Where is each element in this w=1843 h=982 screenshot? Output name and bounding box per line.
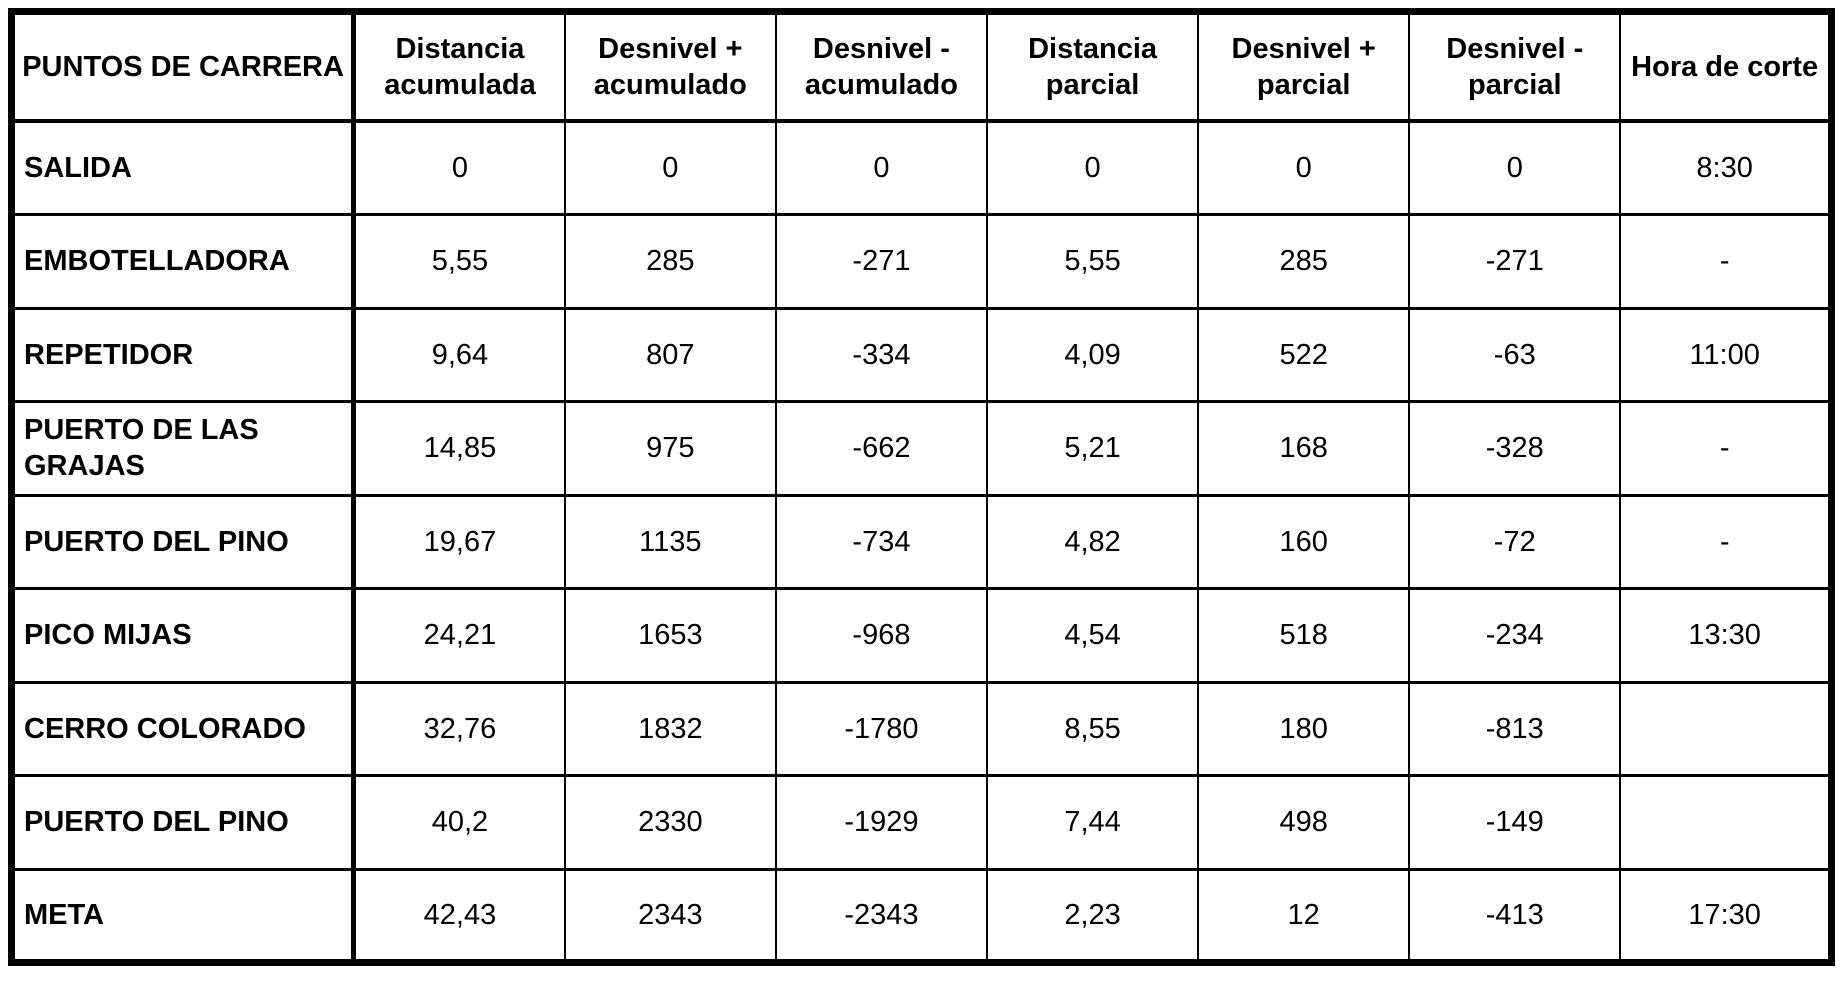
cell-desnivel-neg-parcial: -271 — [1408, 213, 1622, 310]
cell-desnivel-pos-parcial: 522 — [1197, 306, 1411, 403]
cell-distancia-acumulada: 9,64 — [352, 306, 566, 403]
cell-desnivel-neg-parcial: -413 — [1408, 867, 1622, 964]
cell-desnivel-pos-parcial: 285 — [1197, 213, 1411, 310]
cell-desnivel-neg-parcial: 0 — [1408, 119, 1622, 216]
cell-hora-de-corte: 17:30 — [1619, 867, 1833, 964]
row-label: CERRO COLORADO — [10, 680, 357, 777]
table-row-puerto-del-pino-2: PUERTO DEL PINO 40,2 2330 -1929 7,44 498… — [10, 774, 1833, 871]
cell-desnivel-pos-acumulado: 0 — [563, 119, 777, 216]
cell-desnivel-pos-parcial: 518 — [1197, 587, 1411, 684]
cell-distancia-parcial: 5,21 — [985, 400, 1200, 497]
cell-distancia-parcial: 0 — [985, 119, 1200, 216]
cell-hora-de-corte: 8:30 — [1619, 119, 1833, 216]
cell-distancia-parcial: 8,55 — [985, 680, 1200, 777]
column-header-distancia-acumulada: Distancia acumulada — [352, 10, 566, 123]
cell-distancia-parcial: 2,23 — [985, 867, 1200, 964]
cell-distancia-acumulada: 42,43 — [352, 867, 566, 964]
column-header-desnivel-pos-acumulado: Desnivel + acumulado — [563, 10, 777, 123]
cell-desnivel-neg-parcial: -72 — [1408, 493, 1622, 590]
cell-desnivel-pos-acumulado: 1653 — [563, 587, 777, 684]
cell-desnivel-pos-acumulado: 1832 — [563, 680, 777, 777]
cell-distancia-acumulada: 24,21 — [352, 587, 566, 684]
cell-desnivel-neg-acumulado: -968 — [774, 587, 988, 684]
table-row-cerro-colorado: CERRO COLORADO 32,76 1832 -1780 8,55 180… — [10, 680, 1833, 777]
cell-desnivel-pos-parcial: 160 — [1197, 493, 1411, 590]
cell-desnivel-pos-acumulado: 2330 — [563, 774, 777, 871]
cell-desnivel-neg-parcial: -63 — [1408, 306, 1622, 403]
cell-hora-de-corte: 11:00 — [1619, 306, 1833, 403]
cell-distancia-parcial: 7,44 — [985, 774, 1200, 871]
cell-desnivel-pos-parcial: 498 — [1197, 774, 1411, 871]
table-row-meta: META 42,43 2343 -2343 2,23 12 -413 17:30 — [10, 867, 1833, 964]
cell-distancia-parcial: 4,09 — [985, 306, 1200, 403]
cell-desnivel-neg-parcial: -234 — [1408, 587, 1622, 684]
cell-desnivel-pos-acumulado: 1135 — [563, 493, 777, 590]
column-header-desnivel-pos-parcial: Desnivel + parcial — [1197, 10, 1411, 123]
table-row-embotelladora: EMBOTELLADORA 5,55 285 -271 5,55 285 -27… — [10, 213, 1833, 310]
row-label: REPETIDOR — [10, 306, 357, 403]
cell-hora-de-corte: - — [1619, 493, 1833, 590]
row-label: PUERTO DE LAS GRAJAS — [10, 400, 357, 497]
cell-desnivel-pos-acumulado: 2343 — [563, 867, 777, 964]
cell-distancia-acumulada: 19,67 — [352, 493, 566, 590]
table-row-salida: SALIDA 0 0 0 0 0 0 8:30 — [10, 119, 1833, 216]
column-header-distancia-parcial: Distancia parcial — [985, 10, 1200, 123]
column-header-desnivel-neg-acumulado: Desnivel - acumulado — [774, 10, 988, 123]
row-label: PUERTO DEL PINO — [10, 493, 357, 590]
cell-desnivel-pos-acumulado: 975 — [563, 400, 777, 497]
row-label: EMBOTELLADORA — [10, 213, 357, 310]
cell-desnivel-neg-acumulado: -2343 — [774, 867, 988, 964]
cell-distancia-parcial: 4,54 — [985, 587, 1200, 684]
race-checkpoints-table: PUNTOS DE CARRERA Distancia acumulada De… — [8, 8, 1835, 966]
cell-desnivel-pos-parcial: 180 — [1197, 680, 1411, 777]
row-label: PUERTO DEL PINO — [10, 774, 357, 871]
header-row: PUNTOS DE CARRERA Distancia acumulada De… — [10, 10, 1833, 123]
cell-desnivel-pos-acumulado: 807 — [563, 306, 777, 403]
cell-hora-de-corte: - — [1619, 213, 1833, 310]
cell-hora-de-corte: - — [1619, 400, 1833, 497]
cell-desnivel-neg-acumulado: -662 — [774, 400, 988, 497]
row-label: PICO MIJAS — [10, 587, 357, 684]
row-label: SALIDA — [10, 119, 357, 216]
column-header-hora-de-corte: Hora de corte — [1619, 10, 1833, 123]
cell-hora-de-corte — [1619, 680, 1833, 777]
table-row-puerto-del-pino-1: PUERTO DEL PINO 19,67 1135 -734 4,82 160… — [10, 493, 1833, 590]
cell-desnivel-neg-acumulado: -334 — [774, 306, 988, 403]
cell-desnivel-neg-acumulado: -1929 — [774, 774, 988, 871]
cell-desnivel-pos-acumulado: 285 — [563, 213, 777, 310]
cell-distancia-parcial: 4,82 — [985, 493, 1200, 590]
cell-desnivel-pos-parcial: 0 — [1197, 119, 1411, 216]
cell-desnivel-pos-parcial: 168 — [1197, 400, 1411, 497]
cell-distancia-acumulada: 40,2 — [352, 774, 566, 871]
column-header-desnivel-neg-parcial: Desnivel - parcial — [1408, 10, 1622, 123]
row-label: META — [10, 867, 357, 964]
cell-distancia-parcial: 5,55 — [985, 213, 1200, 310]
cell-distancia-acumulada: 0 — [352, 119, 566, 216]
cell-distancia-acumulada: 5,55 — [352, 213, 566, 310]
table-row-repetidor: REPETIDOR 9,64 807 -334 4,09 522 -63 11:… — [10, 306, 1833, 403]
column-header-puntos-de-carrera: PUNTOS DE CARRERA — [10, 10, 357, 123]
cell-desnivel-neg-parcial: -149 — [1408, 774, 1622, 871]
cell-desnivel-neg-acumulado: -734 — [774, 493, 988, 590]
cell-desnivel-neg-acumulado: -271 — [774, 213, 988, 310]
table-row-puerto-de-las-grajas: PUERTO DE LAS GRAJAS 14,85 975 -662 5,21… — [10, 400, 1833, 497]
cell-hora-de-corte — [1619, 774, 1833, 871]
cell-distancia-acumulada: 32,76 — [352, 680, 566, 777]
cell-desnivel-neg-parcial: -328 — [1408, 400, 1622, 497]
cell-distancia-acumulada: 14,85 — [352, 400, 566, 497]
cell-desnivel-neg-acumulado: 0 — [774, 119, 988, 216]
cell-desnivel-neg-parcial: -813 — [1408, 680, 1622, 777]
table-row-pico-mijas: PICO MIJAS 24,21 1653 -968 4,54 518 -234… — [10, 587, 1833, 684]
cell-desnivel-neg-acumulado: -1780 — [774, 680, 988, 777]
cell-hora-de-corte: 13:30 — [1619, 587, 1833, 684]
cell-desnivel-pos-parcial: 12 — [1197, 867, 1411, 964]
